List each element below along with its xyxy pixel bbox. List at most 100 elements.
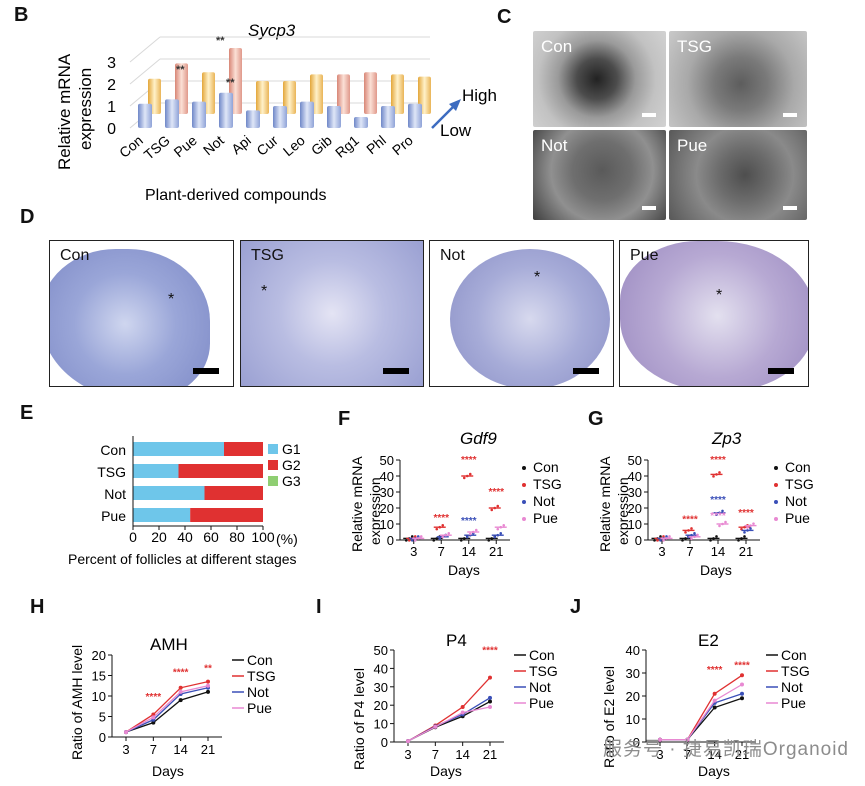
amh-chart: AMH Ratio of AMH level Days 0 5 10 15 20 3 7 14… [69,635,276,779]
data-point [684,537,687,540]
bar-low [273,106,287,128]
y-tick-label: 20 [380,501,394,516]
legend-marker [522,466,526,470]
x-tick-label: 3 [658,544,665,559]
legend-label: Pue [247,700,272,716]
stack-segment [178,464,263,478]
data-point [488,695,492,700]
data-point [712,698,717,703]
micro-image-tsg: TSG [669,31,807,127]
y-axis-label: expression [615,477,631,545]
data-point [462,476,466,480]
follicle-marker: * [261,283,268,300]
panel-label: J [570,596,582,618]
y-tick-label: 1 [107,99,116,116]
significance-mark: **** [173,668,189,679]
data-point [740,682,744,687]
panel-label: B [14,4,29,26]
data-point [693,535,696,539]
data-point [712,537,715,540]
ovary-section [50,249,210,386]
stack-segment [133,464,179,478]
category-label: Con [100,442,126,458]
x-tick-label: 14 [173,742,187,757]
significance-mark: **** [488,487,504,498]
data-point [662,535,665,538]
arrow-head-icon [449,99,461,111]
legend-label: G3 [282,473,301,489]
legend-swatch [268,476,278,486]
legend-label: Con [785,459,811,475]
data-point [178,685,183,690]
micro-image-con: Con [533,31,666,127]
data-point [460,705,465,710]
data-point [690,537,693,541]
legend-label: Not [785,493,807,509]
data-point [178,698,183,703]
x-tick-label: 7 [150,742,157,757]
y-tick-label: 50 [380,453,394,468]
data-point [493,506,497,510]
significance-mark: ** [226,77,235,89]
x-axis-label: Percent of follicles at different stages [68,551,297,567]
stack-segment [224,442,263,456]
data-point [410,539,414,542]
data-point [496,504,500,508]
category-label: Gib [308,132,335,158]
series-line [125,691,209,733]
legend-marker [522,500,526,504]
data-point [441,535,445,539]
y-axis-label: Relative mRNA [55,53,74,170]
x-tick-label: 3 [410,544,417,559]
legend-label: TSG [247,668,276,684]
y-tick-label: 30 [380,485,394,500]
data-point [712,705,717,710]
stack-segment [204,486,263,500]
data-point [718,524,721,528]
significance-mark: **** [710,495,726,506]
y-axis-label: expression [367,477,383,545]
data-point [413,535,417,538]
data-point [438,525,442,529]
significance-mark: **** [710,511,726,522]
data-point [696,533,699,537]
data-point [684,531,687,534]
data-point [718,511,721,515]
panel-e2: J E2 Ratio of E2 level Days 0 10 20 30 40 3 7 1… [570,590,865,781]
panel-label: I [316,596,322,618]
legend-label: G1 [282,441,301,457]
scale-bar [193,368,219,374]
bar-low [408,103,422,128]
y-tick-label: 0 [387,533,394,548]
chart-title: AMH [150,635,188,654]
bar-high [364,72,377,114]
data-point [715,535,718,538]
data-point [468,472,472,476]
series-line [660,683,743,741]
x-tick-label: 20 [151,529,167,545]
legend-label: Not [533,493,555,509]
panel-label: D [20,206,35,228]
panel-label: C [497,6,512,28]
bar-low [165,99,179,128]
data-point [752,522,755,525]
series-line [660,674,743,741]
legend-marker [774,466,778,470]
scale-bar [783,206,797,210]
follicle-marker: * [534,269,541,286]
data-point [488,699,492,704]
panel-label: F [338,408,351,430]
panel-follicle-stages: E Con TSG Not Pue 0 20 40 60 80 100 G1 G2 G3 (%) P… [0,400,330,580]
panel-label: G [588,408,604,430]
legend-label: Con [781,647,807,663]
bar-high [256,81,269,114]
data-point [468,532,472,536]
data-point [502,523,506,527]
high-label: High [462,86,497,105]
data-point [462,537,466,540]
scale-bar [573,368,599,374]
panel-sycp3: B Sycp3 Relative mRNA expression 0 1 2 3 Co… [0,0,520,215]
y-axis-label: expression [76,68,95,150]
gridline [129,58,161,85]
legend-label: TSG [533,476,562,492]
